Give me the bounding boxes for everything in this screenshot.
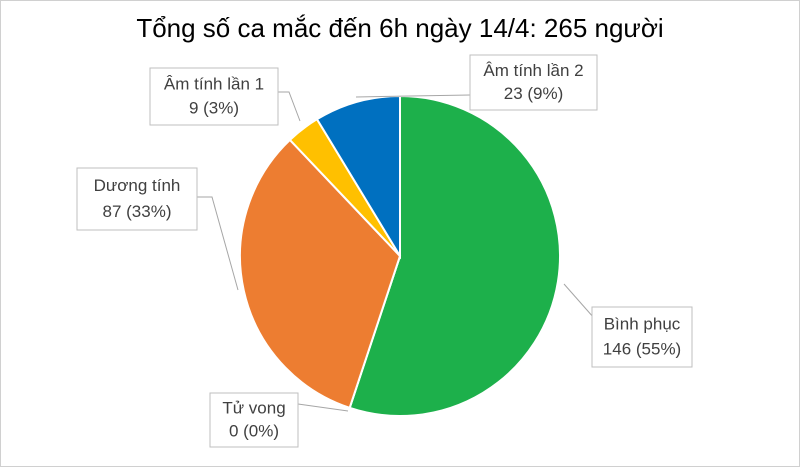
value-label: 87 (33%) bbox=[103, 202, 172, 221]
value-label: 9 (3%) bbox=[189, 99, 239, 118]
pie-slice bbox=[348, 94, 561, 417]
value-label: 146 (55%) bbox=[603, 340, 681, 359]
label-box bbox=[149, 67, 279, 126]
label-box bbox=[469, 54, 598, 111]
label-box bbox=[209, 392, 299, 448]
value-label: 0 (0%) bbox=[229, 421, 279, 440]
leader-line bbox=[563, 283, 595, 319]
leader-line bbox=[355, 94, 471, 98]
value-label: 23 (9%) bbox=[504, 84, 564, 103]
leader-line bbox=[197, 196, 239, 291]
label-box bbox=[591, 306, 693, 368]
category-label: Dương tính bbox=[94, 176, 181, 195]
category-label: Âm tính lần 1 bbox=[164, 75, 264, 94]
pie-slice bbox=[239, 138, 402, 410]
leader-line bbox=[278, 91, 301, 122]
chart-title: Tổng số ca mắc đến 6h ngày 14/4: 265 ngư… bbox=[136, 13, 663, 43]
category-label: Âm tính lần 2 bbox=[483, 61, 583, 80]
label-box bbox=[76, 167, 198, 231]
category-label: Bình phục bbox=[604, 314, 681, 333]
leader-line bbox=[297, 403, 349, 412]
category-label: Tử vong bbox=[222, 399, 285, 418]
